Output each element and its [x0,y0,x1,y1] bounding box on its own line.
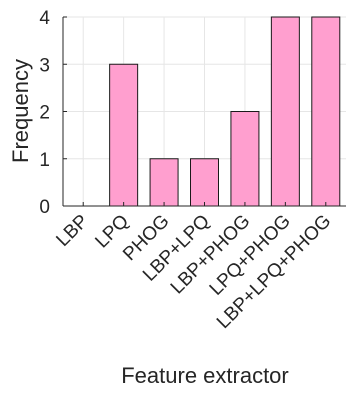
y-tick-label: 2 [39,103,50,124]
y-axis-label: Frequency [8,59,33,163]
bar-lbp-lpq-phog [312,17,340,206]
x-axis-label: Feature extractor [121,363,289,388]
x-tick-label: LBP [52,211,92,251]
bar-lpq-phog [271,17,299,206]
y-tick-label: 4 [39,8,50,29]
bar-phog [150,159,178,206]
y-tick-label: 0 [39,197,50,218]
bar-lbp-lpq [191,159,219,206]
y-tick-label: 1 [39,150,50,171]
y-tick-label: 3 [39,55,50,76]
bar-lpq [110,64,138,206]
bar-lbp-phog [231,112,259,207]
